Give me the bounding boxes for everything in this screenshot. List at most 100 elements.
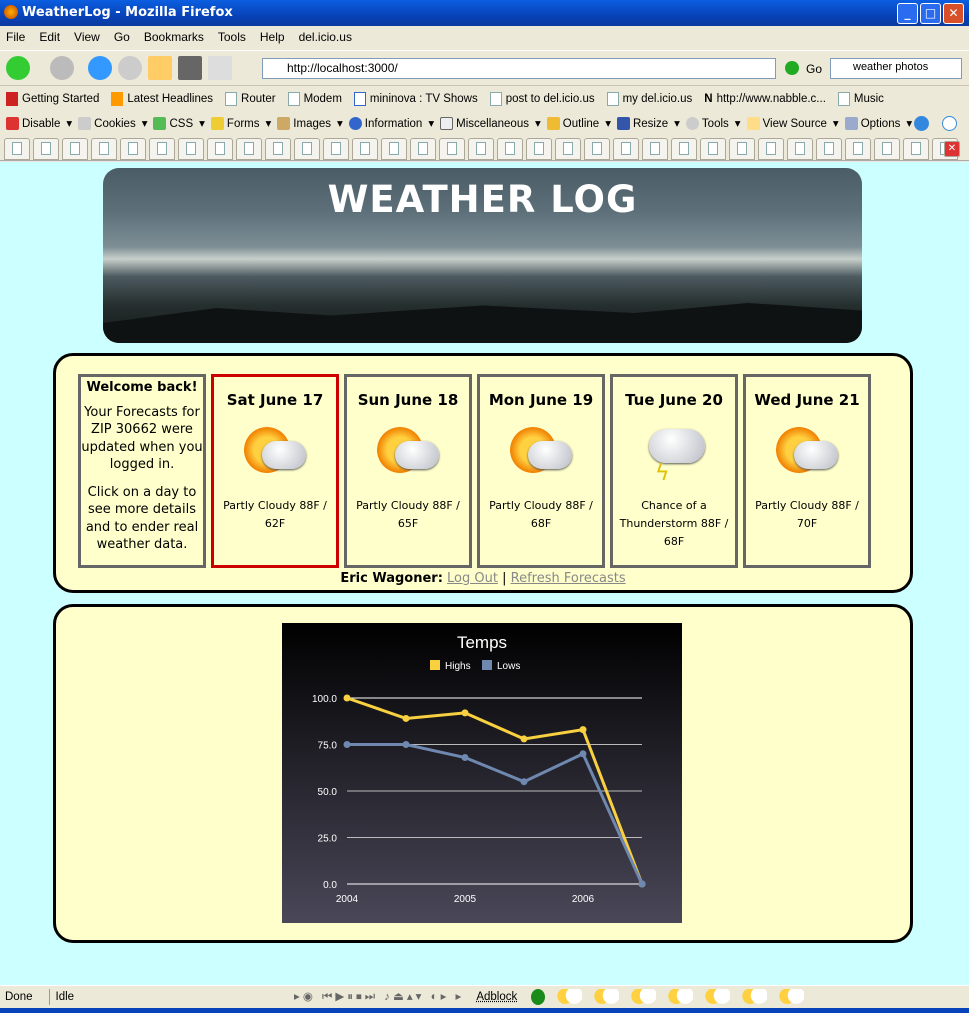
url-input[interactable]: http://localhost:3000/ [262, 58, 776, 79]
browser-tab[interactable] [149, 137, 175, 160]
green-status-icon[interactable] [531, 988, 546, 1005]
bookmark-modem[interactable]: Modem [287, 92, 348, 106]
maximize-button[interactable]: □ [920, 3, 941, 24]
adblock-button[interactable]: Adblock [476, 990, 518, 1003]
go-icon[interactable] [785, 61, 799, 75]
browser-tab[interactable] [758, 137, 784, 160]
go-button[interactable]: Go [806, 62, 823, 76]
browser-tab[interactable] [62, 137, 88, 160]
forecast-day[interactable]: Sun June 18 Partly Cloudy 88F / 65F [344, 374, 472, 568]
menu-tools[interactable]: Tools [217, 30, 246, 44]
webdev-information[interactable]: Information ▾ [348, 116, 434, 131]
webdev-css[interactable]: CSS ▾ [153, 116, 205, 131]
browser-tab[interactable] [700, 137, 726, 160]
browser-tab[interactable] [555, 137, 581, 160]
day-forecast: Partly Cloudy 88F / 68F [489, 499, 593, 530]
reload-icon[interactable] [88, 56, 112, 80]
page-icon [41, 142, 51, 155]
page-icon [795, 142, 805, 155]
forecast-day[interactable]: Sat June 17 Partly Cloudy 88F / 62F [211, 374, 339, 568]
browser-tab[interactable] [352, 137, 378, 160]
browser-tab[interactable] [584, 137, 610, 160]
browser-tab[interactable] [671, 137, 697, 160]
browser-tab[interactable] [439, 137, 465, 160]
browser-tab[interactable] [642, 137, 668, 160]
close-button[interactable]: ✕ [943, 3, 964, 24]
weather-icon[interactable] [667, 988, 694, 1005]
window-title: WeatherLog - Mozilla Firefox [22, 5, 233, 20]
browser-tab[interactable] [91, 137, 117, 160]
browser-tab[interactable] [323, 137, 349, 160]
media-controls[interactable]: ▸◉ ⏮▶⏸⏹⏭ ♪⏏▴▾ ◐▸ ▸ [294, 991, 465, 1003]
validate-icon[interactable] [914, 116, 929, 131]
weather-icon[interactable] [630, 988, 657, 1005]
browser-tab[interactable] [236, 137, 262, 160]
menu-delicious[interactable]: del.icio.us [298, 30, 352, 44]
webdev-tools[interactable]: Tools ▾ [685, 116, 741, 131]
menu-help[interactable]: Help [259, 30, 285, 44]
menu-go[interactable]: Go [113, 30, 130, 44]
stop-icon[interactable] [118, 56, 142, 80]
search-input[interactable]: weather photos [830, 58, 962, 79]
forecast-day[interactable]: Wed June 21 Partly Cloudy 88F / 70F [743, 374, 871, 568]
weather-icon[interactable] [741, 988, 768, 1005]
browser-tab[interactable] [294, 137, 320, 160]
bookmark-getting-started[interactable]: Getting Started [6, 92, 105, 106]
tag-icon[interactable] [208, 56, 232, 80]
webdev-images[interactable]: Images ▾ [277, 116, 343, 131]
forecast-day[interactable]: Mon June 19 Partly Cloudy 88F / 68F [477, 374, 605, 568]
browser-tab[interactable] [845, 137, 871, 160]
webdev-disable[interactable]: Disable ▾ [6, 116, 72, 131]
weather-icon[interactable] [593, 988, 620, 1005]
browser-tab[interactable] [874, 137, 900, 160]
weather-icon[interactable] [704, 988, 731, 1005]
browser-tab[interactable] [787, 137, 813, 160]
minimize-button[interactable]: _ [897, 3, 918, 24]
day-forecast: Chance of a Thunderstorm 88F / 68F [619, 499, 729, 548]
webdev-resize[interactable]: Resize ▾ [616, 116, 680, 131]
webdev-cookies[interactable]: Cookies ▾ [78, 116, 147, 131]
bookmark-router[interactable]: Router [225, 92, 282, 106]
browser-tab[interactable] [120, 137, 146, 160]
bookmark-post-delicious[interactable]: post to del.icio.us [489, 92, 601, 106]
refresh-forecasts-link[interactable]: Refresh Forecasts [510, 571, 626, 586]
browser-tab[interactable] [4, 137, 30, 160]
browser-tab[interactable] [178, 137, 204, 160]
menu-view[interactable]: View [74, 30, 100, 44]
forecast-day[interactable]: Tue June 20 ϟ Chance of a Thunderstorm 8… [610, 374, 738, 568]
back-icon[interactable] [6, 56, 30, 80]
info-icon[interactable] [942, 116, 957, 131]
bookmark-music[interactable]: Music [837, 92, 890, 106]
browser-tab[interactable] [265, 137, 291, 160]
menu-edit[interactable]: Edit [39, 30, 61, 44]
webdev-view-source[interactable]: View Source ▾ [746, 116, 839, 131]
extension-icon[interactable] [178, 56, 202, 80]
browser-tab[interactable] [410, 137, 436, 160]
logout-link[interactable]: Log Out [447, 571, 498, 586]
browser-tab[interactable] [207, 137, 233, 160]
webdev-forms[interactable]: Forms ▾ [210, 116, 271, 131]
bookmark-latest-headlines[interactable]: Latest Headlines [111, 92, 219, 106]
browser-tab[interactable] [526, 137, 552, 160]
home-icon[interactable] [148, 56, 172, 80]
close-tab-button[interactable]: ✕ [944, 140, 960, 157]
menu-file[interactable]: File [6, 30, 26, 44]
bookmark-my-delicious[interactable]: my del.icio.us [606, 92, 699, 106]
bookmark-mininova[interactable]: mininova : TV Shows [353, 92, 484, 106]
webdev-miscellaneous[interactable]: Miscellaneous ▾ [440, 116, 541, 131]
browser-tab[interactable] [903, 137, 929, 160]
forward-icon[interactable] [50, 56, 74, 80]
browser-tab[interactable] [33, 137, 59, 160]
weather-icon[interactable] [778, 988, 805, 1005]
weather-icon[interactable] [556, 988, 583, 1005]
webdev-options[interactable]: Options ▾ [844, 116, 912, 131]
browser-tab[interactable] [381, 137, 407, 160]
browser-tab[interactable] [468, 137, 494, 160]
menu-bookmarks[interactable]: Bookmarks [143, 30, 204, 44]
webdev-outline[interactable]: Outline ▾ [546, 116, 611, 131]
browser-tab[interactable] [497, 137, 523, 160]
browser-tab[interactable] [729, 137, 755, 160]
browser-tab[interactable] [816, 137, 842, 160]
browser-tab[interactable] [613, 137, 639, 160]
